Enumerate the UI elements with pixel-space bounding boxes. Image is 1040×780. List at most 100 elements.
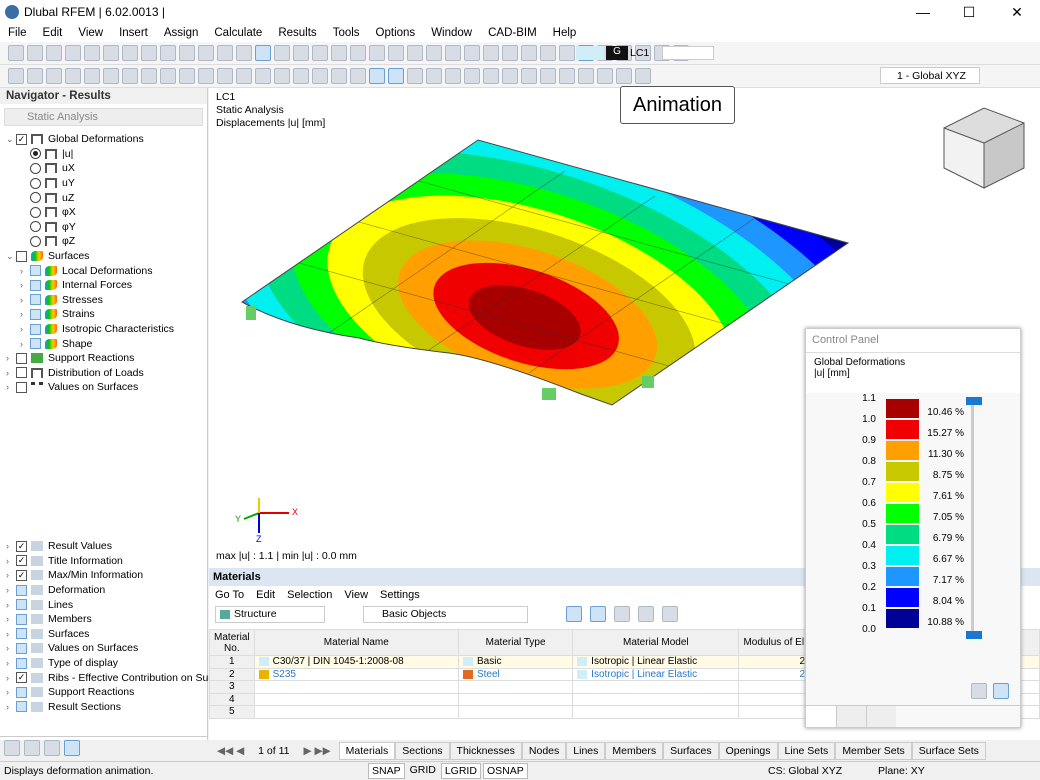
tree-item[interactable]: › Values on Surfaces [6, 380, 207, 395]
cell-model[interactable]: Isotropic | Linear Elastic [572, 667, 740, 681]
toolbar-button-icon[interactable] [312, 68, 328, 84]
toolbar-button-icon[interactable] [445, 45, 461, 61]
checkbox[interactable] [16, 381, 27, 393]
toolbar-button-icon[interactable] [331, 68, 347, 84]
toolbar-button-icon[interactable] [293, 45, 309, 61]
video-tab-icon[interactable] [44, 740, 60, 756]
toolbar-button-icon[interactable] [198, 45, 214, 61]
toolbar-button-icon[interactable] [464, 68, 480, 84]
navigation-cube[interactable] [943, 107, 1025, 189]
checkbox[interactable] [16, 628, 27, 640]
cell-model[interactable] [572, 692, 740, 706]
table-icon[interactable] [614, 606, 630, 622]
chevron-right-icon[interactable]: › [20, 280, 23, 291]
chevron-right-icon[interactable]: › [20, 324, 23, 335]
chevron-down-icon[interactable]: ⌄ [6, 250, 14, 261]
display-item[interactable]: › Surfaces [6, 627, 220, 642]
display-item[interactable]: › Support Reactions [6, 685, 220, 700]
toolbar-button-icon[interactable] [179, 45, 195, 61]
analysis-select[interactable]: Static Analysis [4, 108, 203, 126]
materials-menu-item[interactable]: Edit [256, 588, 276, 601]
chevron-right-icon[interactable]: › [20, 294, 23, 305]
display-item[interactable]: › ✓ Max/Min Information [6, 568, 220, 583]
tab-openings[interactable]: Openings [718, 742, 778, 760]
cell-type[interactable] [457, 692, 574, 706]
toolbar-button-icon[interactable] [198, 68, 214, 84]
toolbar-button-icon[interactable] [521, 45, 537, 61]
checkbox[interactable] [16, 584, 27, 596]
cell-type[interactable] [457, 705, 574, 719]
chevron-right-icon[interactable]: › [6, 687, 9, 698]
toolbar-button-icon[interactable] [236, 68, 252, 84]
results-tab-icon[interactable] [64, 740, 80, 756]
menu-tools[interactable]: Tools [332, 27, 360, 39]
chevron-right-icon[interactable]: › [6, 614, 9, 625]
toolbar-button-icon[interactable] [65, 68, 81, 84]
cell-name[interactable] [253, 705, 459, 719]
checkbox[interactable] [30, 323, 41, 335]
toolbar-button-icon[interactable] [122, 45, 138, 61]
display-item[interactable]: › ✓ Result Values [6, 539, 220, 554]
checkbox[interactable] [16, 250, 27, 262]
tree-item[interactable]: › Distribution of Loads [6, 366, 207, 381]
radio-button[interactable] [30, 206, 41, 218]
toolbar-button-icon[interactable] [388, 68, 404, 84]
chevron-right-icon[interactable]: › [6, 541, 9, 552]
cell-name[interactable] [253, 680, 459, 694]
legend-slider-max-handle[interactable] [966, 397, 982, 405]
toolbar-button-icon[interactable] [27, 68, 43, 84]
cell-name[interactable] [253, 692, 459, 706]
checkbox[interactable] [30, 279, 41, 291]
toolbar-button-icon[interactable] [293, 68, 309, 84]
maximize-button[interactable]: ☐ [962, 4, 976, 20]
toolbar-button-icon[interactable] [578, 68, 594, 84]
toolbar-button-icon[interactable] [464, 45, 480, 61]
toolbar-button-icon[interactable] [369, 68, 385, 84]
toolbar-button-icon[interactable] [8, 45, 24, 61]
tree-item[interactable]: › Shape [6, 336, 207, 351]
chevron-right-icon[interactable]: › [6, 672, 9, 683]
materials-menu-item[interactable]: Go To [215, 588, 245, 601]
cell-model[interactable]: Isotropic | Linear Elastic [572, 655, 740, 669]
tree-item[interactable]: φX [6, 205, 207, 220]
column-header[interactable]: Material Model [572, 629, 740, 656]
chevron-right-icon[interactable]: › [6, 570, 9, 581]
toolbar-button-icon[interactable] [483, 45, 499, 61]
radio-button[interactable] [30, 162, 41, 174]
tab-materials[interactable]: Materials [338, 742, 396, 760]
tree-item[interactable]: › Internal Forces [6, 278, 207, 293]
toolbar-button-icon[interactable] [103, 68, 119, 84]
chevron-right-icon[interactable]: › [6, 643, 9, 654]
cell-type[interactable] [457, 680, 574, 694]
tab-sections[interactable]: Sections [395, 742, 450, 760]
checkbox[interactable]: ✓ [16, 569, 27, 581]
toolbar-button-icon[interactable] [426, 68, 442, 84]
tree-item[interactable]: uZ [6, 190, 207, 205]
display-item[interactable]: › Values on Surfaces [6, 641, 220, 656]
tree-item[interactable]: uX [6, 161, 207, 176]
toolbar-button-icon[interactable] [122, 68, 138, 84]
toolbar-button-icon[interactable] [27, 45, 43, 61]
toolbar-button-icon[interactable] [540, 68, 556, 84]
tree-item[interactable]: uY [6, 176, 207, 191]
toolbar-button-icon[interactable] [65, 45, 81, 61]
settings-icon[interactable] [971, 683, 987, 699]
close-button[interactable]: ✕ [1011, 4, 1023, 20]
toolbar-button-icon[interactable] [616, 68, 632, 84]
toolbar-button-icon[interactable] [179, 68, 195, 84]
checkbox[interactable] [16, 352, 27, 364]
chevron-down-icon[interactable]: ⌄ [6, 133, 14, 144]
checkbox[interactable]: ✓ [16, 672, 27, 684]
toolbar-button-icon[interactable] [559, 68, 575, 84]
toolbar-button-icon[interactable] [369, 45, 385, 61]
tab-lines[interactable]: Lines [566, 742, 606, 760]
radio-button[interactable] [30, 148, 41, 160]
tree-item[interactable]: › Local Deformations [6, 263, 207, 278]
menu-window[interactable]: Window [431, 27, 473, 39]
tree-item[interactable]: ⌄ ✓ Global Deformations [6, 132, 207, 147]
display-item[interactable]: › Members [6, 612, 220, 627]
toolbar-button-icon[interactable] [445, 68, 461, 84]
legend-tab-icon[interactable] [806, 706, 836, 727]
display-item[interactable]: › Type of display [6, 656, 220, 671]
toolbar-button-icon[interactable] [46, 68, 62, 84]
